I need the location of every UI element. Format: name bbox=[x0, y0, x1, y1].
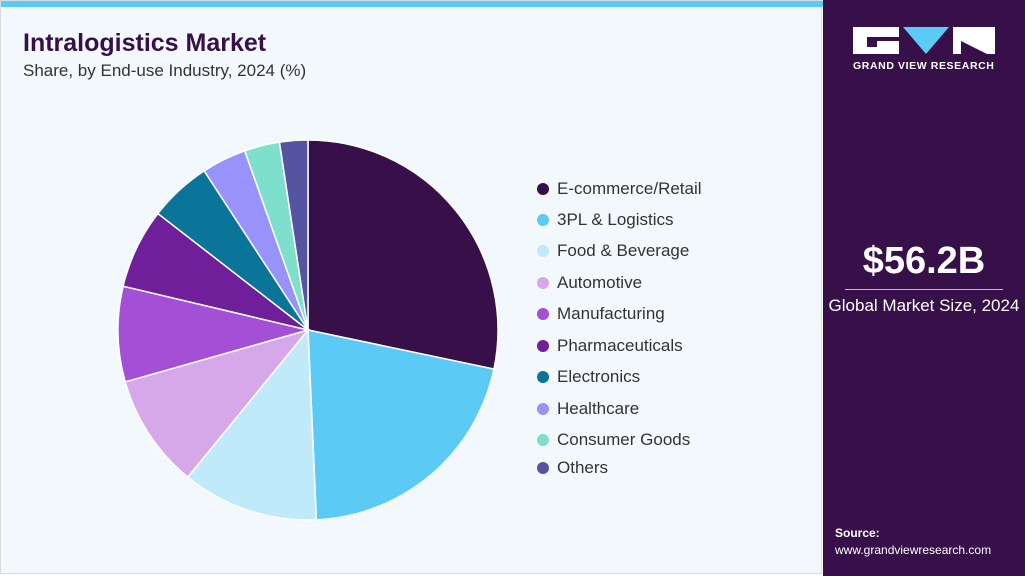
legend-label: Automotive bbox=[557, 273, 643, 292]
legend-swatch bbox=[537, 214, 549, 226]
divider bbox=[845, 289, 1003, 290]
market-size-label: Global Market Size, 2024 bbox=[828, 296, 1020, 315]
market-size-value: $56.2B bbox=[862, 240, 986, 282]
legend-swatch bbox=[537, 183, 549, 195]
pie-chart bbox=[117, 139, 499, 521]
legend-label: Pharmaceuticals bbox=[557, 336, 683, 355]
legend-label: Food & Beverage bbox=[557, 241, 690, 260]
legend-swatch bbox=[537, 434, 549, 446]
pie-slice-3pl-logistics bbox=[307, 329, 495, 521]
chart-title: Intralogistics Market bbox=[23, 29, 267, 57]
legend-item: Food & Beverage bbox=[537, 241, 689, 261]
legend-label: Manufacturing bbox=[557, 304, 665, 323]
legend-item: Healthcare bbox=[537, 399, 639, 419]
source-url[interactable]: www.grandviewresearch.com bbox=[835, 543, 992, 557]
legend-item: Consumer Goods bbox=[537, 430, 690, 450]
legend-label: 3PL & Logistics bbox=[557, 210, 674, 229]
pie-slice-others bbox=[278, 139, 309, 331]
accent-bar bbox=[1, 1, 823, 7]
legend-item: Others bbox=[537, 458, 608, 478]
legend-item: Manufacturing bbox=[537, 304, 665, 324]
legend-item: Automotive bbox=[537, 273, 642, 293]
legend-swatch bbox=[537, 403, 549, 415]
legend-swatch bbox=[537, 245, 549, 257]
chart-panel: Intralogistics Market Share, by End-use … bbox=[0, 0, 823, 574]
legend-swatch bbox=[537, 340, 549, 352]
grand-view-research-logo bbox=[853, 27, 995, 54]
legend-item: Pharmaceuticals bbox=[537, 336, 683, 356]
pie-slice-e-commerce-retail bbox=[307, 139, 499, 371]
legend-label: Consumer Goods bbox=[557, 430, 691, 449]
legend-swatch bbox=[537, 308, 549, 320]
legend-swatch bbox=[537, 462, 549, 474]
logo-text: GRAND VIEW RESEARCH bbox=[853, 60, 995, 72]
legend-swatch bbox=[537, 371, 549, 383]
sidebar: GRAND VIEW RESEARCH $56.2B Global Market… bbox=[823, 0, 1025, 576]
source-label: Source: bbox=[835, 526, 880, 540]
chart-subtitle: Share, by End-use Industry, 2024 (%) bbox=[23, 61, 307, 80]
legend-label: Electronics bbox=[557, 367, 641, 386]
pie-slice-manufacturing bbox=[117, 285, 311, 383]
legend-label: Others bbox=[557, 458, 609, 477]
pie-slice-automotive bbox=[124, 328, 311, 479]
legend-item: 3PL & Logistics bbox=[537, 210, 674, 230]
legend-label: Healthcare bbox=[557, 399, 640, 418]
legend-item: Electronics bbox=[537, 367, 640, 387]
legend-label: E-commerce/Retail bbox=[557, 179, 702, 198]
legend-item: E-commerce/Retail bbox=[537, 179, 702, 199]
pie-slice-food-beverage bbox=[186, 328, 318, 521]
legend-swatch bbox=[537, 277, 549, 289]
